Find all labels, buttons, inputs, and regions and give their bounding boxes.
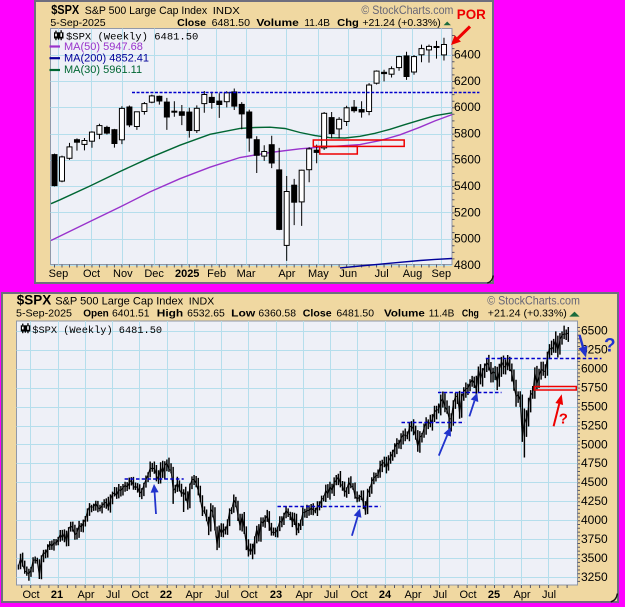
svg-text:Close: Close — [303, 309, 332, 320]
svg-text:4000: 4000 — [581, 513, 608, 527]
svg-text:Oct: Oct — [459, 589, 476, 601]
svg-text:5000: 5000 — [454, 232, 481, 246]
svg-text:$SPX (Weekly) 6481.50: $SPX (Weekly) 6481.50 — [66, 32, 198, 44]
svg-text:4750: 4750 — [581, 456, 608, 470]
svg-text:+21.24 (+0.33%): +21.24 (+0.33%) — [488, 309, 567, 320]
svg-text:MA(200) 4852.41: MA(200) 4852.41 — [64, 53, 149, 65]
svg-text:Oct: Oct — [240, 589, 257, 601]
svg-text:Apr: Apr — [404, 589, 421, 601]
svg-text:Nov: Nov — [113, 268, 133, 280]
svg-text:5750: 5750 — [581, 380, 608, 394]
svg-text:3750: 3750 — [581, 532, 608, 546]
svg-text:11.4B: 11.4B — [429, 309, 455, 320]
svg-text:4800: 4800 — [454, 258, 481, 272]
svg-text:4500: 4500 — [581, 475, 608, 489]
svg-text:High: High — [157, 309, 183, 320]
svg-text:Low: Low — [231, 309, 256, 320]
svg-text:Jul: Jul — [324, 589, 338, 601]
svg-text:6200: 6200 — [454, 74, 481, 88]
svg-text:Volume: Volume — [384, 309, 425, 320]
svg-text:6481.50: 6481.50 — [336, 309, 374, 320]
svg-text:6481.50: 6481.50 — [212, 18, 251, 29]
svg-text:Dec: Dec — [144, 268, 164, 280]
svg-text:3500: 3500 — [581, 551, 608, 565]
svg-text:?: ? — [604, 336, 616, 357]
svg-text:Close: Close — [177, 18, 206, 29]
svg-text:+21.24 (+0.33%): +21.24 (+0.33%) — [362, 18, 440, 29]
svg-text:6400: 6400 — [454, 48, 481, 62]
svg-text:May: May — [308, 268, 329, 280]
svg-text:MA(50) 5947.68: MA(50) 5947.68 — [64, 41, 143, 53]
svg-text:Apr: Apr — [185, 589, 202, 601]
svg-text:24: 24 — [379, 589, 392, 601]
svg-text:$SPX: $SPX — [51, 3, 80, 17]
svg-text:5800: 5800 — [454, 126, 481, 140]
svg-text:Chg: Chg — [462, 309, 479, 320]
svg-text:5200: 5200 — [454, 205, 481, 219]
svg-text:Aug: Aug — [403, 268, 423, 280]
svg-text:11.4B: 11.4B — [304, 18, 330, 29]
svg-text:6250: 6250 — [581, 343, 608, 357]
svg-text:21: 21 — [51, 589, 63, 601]
svg-text:Oct: Oct — [131, 589, 148, 601]
svg-text:Apr: Apr — [77, 589, 94, 601]
svg-text:$SPX: $SPX — [17, 292, 52, 308]
svg-text:Mar: Mar — [237, 268, 256, 280]
svg-text:3250: 3250 — [581, 570, 608, 584]
svg-text:Jul: Jul — [375, 268, 389, 280]
svg-text:Feb: Feb — [207, 268, 226, 280]
svg-text:Jul: Jul — [542, 589, 556, 601]
svg-text:?: ? — [559, 411, 568, 428]
svg-text:S&P 500 Large Cap Index: S&P 500 Large Cap Index — [85, 5, 208, 17]
svg-text:6500: 6500 — [581, 324, 608, 338]
svg-text:Jul: Jul — [106, 589, 120, 601]
svg-text:6360.58: 6360.58 — [258, 309, 296, 320]
svg-text:Open: Open — [83, 309, 109, 320]
svg-text:5500: 5500 — [581, 399, 608, 413]
svg-text:4250: 4250 — [581, 494, 608, 508]
svg-text:© StockCharts.com: © StockCharts.com — [361, 3, 453, 17]
svg-text:23: 23 — [270, 589, 282, 601]
svg-text:POR: POR — [457, 6, 486, 22]
svg-text:25: 25 — [488, 589, 500, 601]
svg-text:2025: 2025 — [175, 268, 199, 280]
svg-text:Oct: Oct — [83, 268, 100, 280]
svg-text:Jun: Jun — [339, 268, 357, 280]
svg-text:5-Sep-2025: 5-Sep-2025 — [16, 309, 72, 320]
svg-text:Jul: Jul — [433, 589, 447, 601]
svg-text:INDX: INDX — [189, 296, 215, 307]
svg-text:$SPX (Weekly) 6481.50: $SPX (Weekly) 6481.50 — [32, 325, 162, 337]
svg-text:6000: 6000 — [454, 100, 481, 114]
svg-text:22: 22 — [160, 589, 172, 601]
svg-text:5400: 5400 — [454, 179, 481, 193]
svg-text:Oct: Oct — [350, 589, 367, 601]
svg-text:5250: 5250 — [581, 418, 608, 432]
svg-text:Sep: Sep — [49, 268, 69, 280]
svg-text:© StockCharts.com: © StockCharts.com — [487, 293, 580, 307]
svg-text:Volume: Volume — [256, 18, 299, 29]
svg-text:6401.51: 6401.51 — [112, 309, 150, 320]
svg-text:6532.65: 6532.65 — [187, 309, 225, 320]
svg-text:MA(30) 5961.11: MA(30) 5961.11 — [64, 64, 142, 76]
svg-text:Oct: Oct — [22, 589, 39, 601]
svg-text:INDX: INDX — [213, 6, 240, 17]
svg-text:5600: 5600 — [454, 153, 481, 167]
svg-text:5-Sep-2025: 5-Sep-2025 — [50, 18, 105, 29]
svg-text:5000: 5000 — [581, 437, 608, 451]
svg-text:Chg: Chg — [337, 18, 359, 29]
svg-text:Apr: Apr — [513, 589, 530, 601]
svg-text:6000: 6000 — [581, 361, 608, 375]
svg-text:S&P 500 Large Cap Index: S&P 500 Large Cap Index — [55, 295, 183, 307]
svg-text:Sep: Sep — [432, 268, 452, 280]
svg-text:Jul: Jul — [215, 589, 229, 601]
svg-text:Apr: Apr — [278, 268, 295, 280]
svg-text:Apr: Apr — [295, 589, 312, 601]
